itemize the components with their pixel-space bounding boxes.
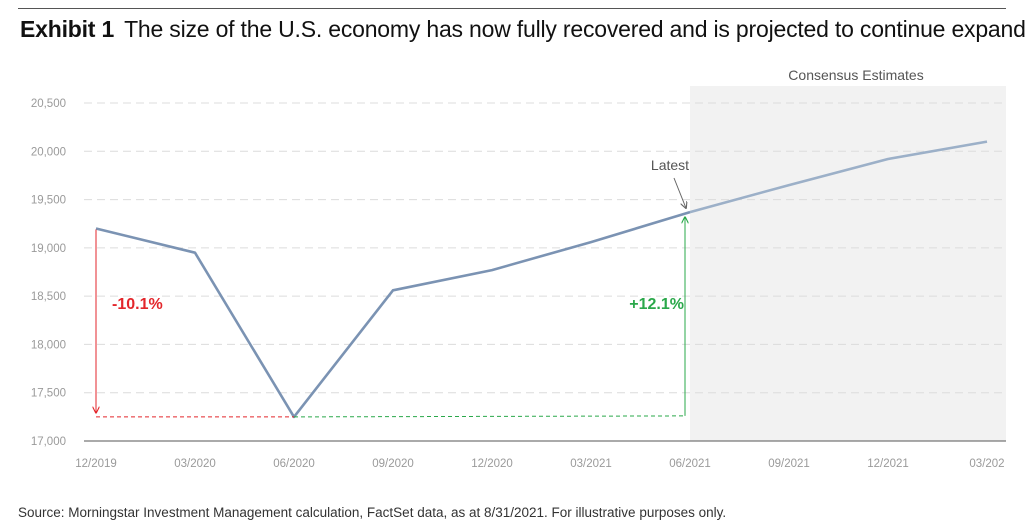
y-tick-label: 17,000 <box>31 436 66 448</box>
x-tick-label: 06/2020 <box>273 458 315 470</box>
y-tick-label: 19,500 <box>31 195 66 207</box>
x-tick-label: 03/202 <box>969 458 1004 470</box>
x-tick-label: 09/2021 <box>768 458 810 470</box>
y-tick-label: 17,500 <box>31 388 66 400</box>
latest-label: Latest <box>651 157 689 173</box>
y-tick-label: 19,000 <box>31 243 66 255</box>
rise-baseline <box>293 415 686 418</box>
y-tick-label: 18,000 <box>31 339 66 351</box>
latest-arrow <box>673 177 686 208</box>
source-note: Source: Morningstar Investment Managemen… <box>18 505 727 520</box>
rise-label: +12.1% <box>629 296 684 313</box>
exhibit-title-text: The size of the U.S. economy has now ful… <box>124 16 1027 42</box>
drop-label: -10.1% <box>112 296 163 313</box>
x-tick-label: 12/2021 <box>867 458 909 470</box>
y-tick-label: 18,500 <box>31 291 66 303</box>
x-tick-label: 12/2020 <box>471 458 513 470</box>
x-tick-label: 06/2021 <box>669 458 711 470</box>
top-rule <box>18 8 1006 9</box>
series-line-actual <box>95 210 691 419</box>
y-tick-label: 20,000 <box>31 146 66 158</box>
x-tick-label: 09/2020 <box>372 458 414 470</box>
chart-title: Exhibit 1 The size of the U.S. economy ha… <box>20 16 1027 43</box>
x-tick-label: 12/2019 <box>75 458 117 470</box>
y-tick-label: 20,500 <box>31 98 66 110</box>
exhibit-label: Exhibit 1 <box>20 16 115 42</box>
x-tick-label: 03/2020 <box>174 458 216 470</box>
consensus-estimates-region <box>690 86 1006 441</box>
consensus-estimates-label: Consensus Estimates <box>788 67 923 83</box>
x-tick-label: 03/2021 <box>570 458 612 470</box>
series-line-forecast <box>689 140 988 214</box>
